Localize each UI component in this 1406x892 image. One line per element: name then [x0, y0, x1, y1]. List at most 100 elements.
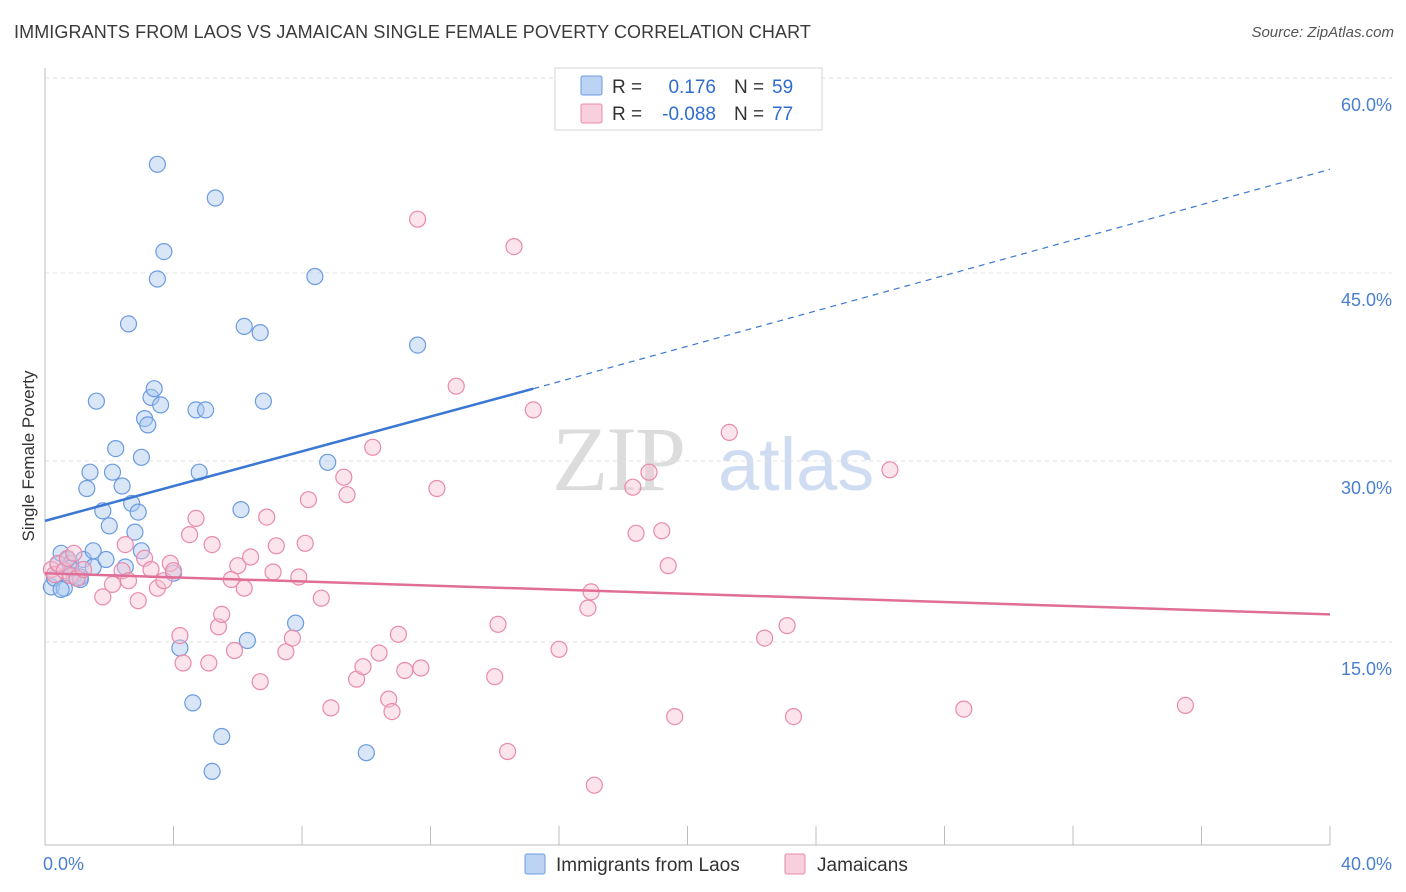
jamaicans-point-44 — [322, 699, 340, 717]
laos-point-32 — [148, 155, 166, 173]
legend-r-label-laos: R = — [612, 77, 642, 98]
laos-point-12 — [81, 463, 99, 481]
laos-point-42 — [197, 401, 215, 419]
jamaicans-point-72 — [755, 629, 774, 647]
legend-swatch-laos — [580, 75, 603, 96]
jamaicans-point-22 — [174, 654, 192, 672]
laos-point-54 — [357, 744, 375, 762]
jamaicans-point-20 — [164, 562, 183, 580]
trend-line-laos-extension — [533, 168, 1331, 390]
legend-bottom-swatch-laos — [524, 853, 546, 875]
laos-point-36 — [119, 315, 138, 333]
laos-point-46 — [232, 501, 250, 519]
legend-r-value-jamaicans: -0.088 — [662, 104, 716, 125]
y-tick-label-45: 45.0% — [1341, 290, 1392, 310]
legend-top: R = 0.176 N = 59 R = -0.088 N = 77 — [554, 67, 823, 131]
laos-point-50 — [254, 392, 272, 410]
laos-point-33 — [148, 270, 166, 288]
jamaicans-point-38 — [277, 643, 295, 661]
y-tick-labels: 15.0% 30.0% 45.0% 60.0% — [1341, 95, 1392, 679]
legend-bottom-label-jamaicans: Jamaicans — [817, 855, 908, 876]
y-tick-label-60: 60.0% — [1341, 95, 1392, 115]
jamaicans-point-9 — [94, 588, 112, 606]
jamaicans-point-71 — [720, 423, 738, 441]
jamaicans-point-80 — [585, 776, 603, 794]
jamaicans-point-63 — [579, 599, 597, 617]
jamaicans-point-43 — [312, 589, 330, 607]
jamaicans-point-59 — [489, 615, 507, 633]
jamaicans-point-68 — [653, 522, 671, 540]
legend-bottom-label-laos: Immigrants from Laos — [556, 855, 740, 876]
laos-point-20 — [107, 440, 125, 458]
jamaicans-point-33 — [242, 548, 260, 566]
jamaicans-point-65 — [624, 478, 642, 496]
legend-bottom: Immigrants from Laos Jamaicans — [524, 853, 908, 876]
y-tick-label-15: 15.0% — [1341, 659, 1392, 679]
jamaicans-point-73 — [778, 616, 796, 635]
jamaicans-point-75 — [881, 461, 899, 479]
laos-point-45 — [213, 727, 231, 746]
laos-point-43 — [203, 762, 221, 781]
laos-point-51 — [287, 614, 305, 632]
jamaicans-point-79 — [505, 238, 523, 256]
jamaicans-point-46 — [338, 486, 356, 504]
series-laos-points — [42, 155, 427, 781]
x-tick-label-min: 0.0% — [43, 854, 84, 874]
jamaicans-point-42 — [299, 491, 317, 509]
laos-point-18 — [100, 517, 118, 535]
chart-title: IMMIGRANTS FROM LAOS VS JAMAICAN SINGLE … — [14, 22, 812, 42]
laos-point-27 — [132, 448, 150, 466]
jamaicans-point-26 — [203, 535, 221, 554]
laos-point-55 — [409, 336, 427, 354]
jamaicans-point-60 — [499, 742, 517, 761]
jamaicans-point-53 — [389, 625, 407, 643]
jamaicans-point-69 — [659, 557, 677, 575]
jamaicans-point-52 — [383, 702, 401, 721]
legend-r-label-jamaicans: R = — [612, 104, 642, 125]
trend-line-laos — [44, 387, 534, 523]
jamaicans-point-24 — [187, 509, 205, 528]
x-ticks — [44, 826, 1331, 845]
trend-line-jamaicans — [44, 571, 1331, 616]
jamaicans-point-25 — [200, 654, 218, 672]
trend-lines — [44, 168, 1331, 616]
jamaicans-point-57 — [447, 377, 465, 395]
laos-point-17 — [97, 550, 115, 569]
jamaicans-point-49 — [364, 438, 382, 456]
jamaicans-point-61 — [524, 401, 542, 419]
jamaicans-point-14 — [129, 592, 147, 610]
legend-n-label-jamaicans: N = — [734, 104, 764, 125]
jamaicans-point-21 — [171, 626, 189, 645]
laos-point-39 — [184, 694, 202, 712]
jamaicans-point-16 — [142, 560, 160, 579]
jamaicans-point-45 — [335, 468, 353, 486]
laos-point-47 — [235, 317, 253, 335]
laos-point-31 — [145, 380, 163, 398]
jamaicans-point-70 — [666, 707, 684, 726]
jamaicans-point-50 — [370, 644, 388, 662]
jamaicans-point-74 — [784, 707, 803, 726]
jamaicans-point-34 — [251, 673, 269, 691]
legend-n-value-laos: 59 — [772, 77, 793, 98]
jamaicans-point-6 — [65, 544, 83, 562]
jamaicans-point-48 — [354, 658, 372, 676]
jamaicans-point-23 — [181, 525, 199, 544]
axes — [44, 68, 1330, 846]
legend-swatch-jamaicans — [580, 103, 603, 124]
laos-point-19 — [103, 463, 122, 481]
watermark-atlas: atlas — [718, 423, 874, 506]
jamaicans-point-55 — [412, 659, 430, 677]
jamaicans-point-41 — [296, 534, 314, 552]
laos-point-35 — [155, 243, 173, 261]
laos-point-24 — [126, 523, 144, 541]
y-tick-label-30: 30.0% — [1341, 478, 1392, 498]
watermark-zip: ZIP — [552, 408, 684, 510]
jamaicans-point-12 — [116, 535, 134, 554]
laos-point-29 — [139, 416, 157, 434]
jamaicans-point-66 — [627, 524, 645, 542]
legend-r-value-laos: 0.176 — [668, 77, 716, 98]
jamaicans-point-39 — [283, 629, 301, 647]
legend-n-value-jamaicans: 77 — [772, 104, 793, 125]
laos-point-40 — [187, 401, 205, 419]
